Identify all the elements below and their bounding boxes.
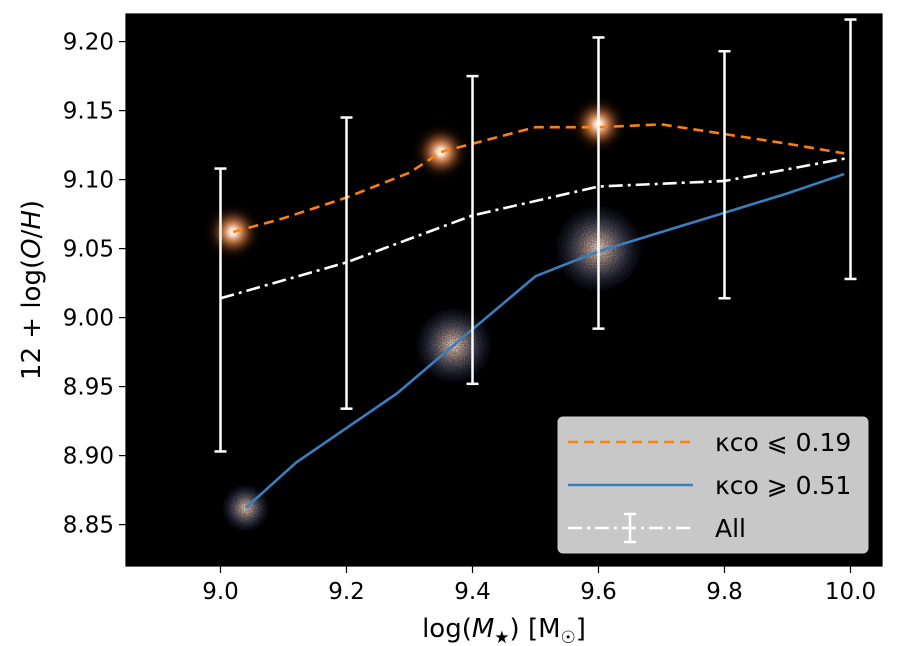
x-tick-label: 9.0 (202, 579, 239, 605)
x-tick-label: 9.6 (580, 579, 617, 605)
legend-box (557, 416, 869, 554)
series-line-1 (232, 123, 845, 234)
galaxy-image-disk (219, 482, 272, 535)
axes-layer: 9.0 9.2 9.4 9.6 9.8 10.0 8.85 8.90 8.95 9.00 9.05 9… (63, 13, 883, 605)
y-tick-label: 8.95 (63, 375, 114, 401)
legend: κco ⩽ 0.19 κco ⩾ 0.51 All (557, 416, 869, 554)
legend-label: κco ⩾ 0.51 (715, 471, 851, 500)
y-tick-label: 9.00 (63, 306, 114, 332)
series-line-2 (244, 172, 845, 510)
y-tick-label: 8.85 (63, 513, 114, 539)
y-tick-label: 9.15 (63, 99, 114, 125)
x-axis-label: log(M★) [M☉] (422, 614, 586, 646)
x-tick-label: 9.4 (454, 579, 491, 605)
x-tick-label: 10.0 (825, 579, 876, 605)
legend-label: κco ⩽ 0.19 (715, 428, 851, 457)
y-tick-label: 9.20 (63, 30, 114, 56)
y-tick-label: 8.90 (63, 444, 114, 470)
series-layer (214, 18, 857, 510)
y-axis-label: 12 + log(O/H) (17, 200, 47, 380)
plot-frame (125, 13, 883, 567)
legend-label: All (715, 514, 746, 543)
galaxy-image-compact (411, 122, 471, 182)
series-line-3 (220, 156, 851, 300)
x-tick-label: 9.8 (706, 579, 743, 605)
y-tick-label: 9.05 (63, 237, 114, 263)
x-tick-label: 9.2 (328, 579, 365, 605)
y-tick-label: 9.10 (63, 168, 114, 194)
